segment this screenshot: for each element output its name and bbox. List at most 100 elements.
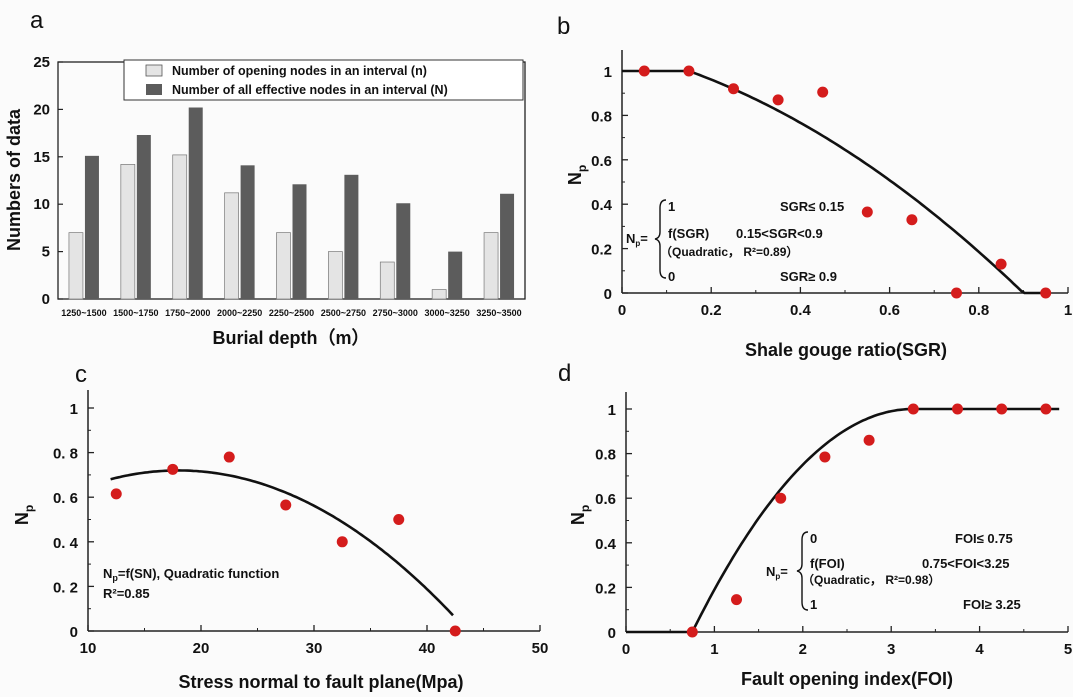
bar-opening-nodes	[120, 164, 136, 300]
panel-b-points	[638, 65, 1052, 299]
panel-d-eq-row-4-expr: 1	[810, 597, 817, 612]
panel-c-y-label: Np	[12, 505, 36, 525]
y-tick-label: 0.6	[591, 153, 612, 170]
bar-effective-nodes	[500, 193, 515, 299]
panel-b: b 0 0.2 0.4 0.6 0.8 1 0 0.2 0.4 0.6 0.8 1 Shale gou…	[557, 13, 1072, 360]
y-tick-label: 0.8	[591, 108, 612, 125]
y-tick-label: 5	[42, 244, 50, 261]
bar-effective-nodes	[188, 107, 203, 299]
panel-d-x-label: Fault opening index(FOI)	[741, 669, 953, 689]
data-point	[995, 258, 1007, 270]
panel-d-y-label: Np	[568, 505, 592, 525]
x-tick-label: 3000~3250	[425, 308, 470, 318]
x-tick-label: 3	[887, 641, 895, 658]
panel-d-y-label-main: Np	[568, 505, 592, 525]
data-point	[110, 488, 122, 500]
bar-effective-nodes	[136, 134, 151, 299]
x-tick-label: 3250~3500	[476, 308, 521, 318]
panel-b-eq-row-4-cond: SGR≥ 0.9	[780, 269, 837, 284]
panel-a-bars	[68, 107, 515, 300]
panel-d-letter: d	[558, 360, 571, 387]
legend-entry-opening: Number of opening nodes in an interval (…	[172, 64, 427, 78]
data-point	[772, 94, 784, 106]
y-tick-label: 0.2	[591, 242, 612, 259]
bar-effective-nodes	[84, 155, 99, 299]
bar-effective-nodes	[292, 184, 307, 299]
data-point	[775, 492, 787, 504]
data-point	[280, 499, 292, 511]
x-tick-label: 20	[193, 640, 210, 657]
bar-effective-nodes	[396, 203, 411, 299]
y-tick-label: 15	[33, 149, 50, 166]
bar-opening-nodes	[276, 232, 291, 300]
panel-d-eq-lhs: Np=	[766, 564, 788, 581]
data-point	[393, 514, 405, 525]
panel-b-eq-row-4-expr: 0	[668, 269, 675, 284]
panel-c-y-label-main: Np	[12, 505, 36, 525]
x-tick-label: 0	[618, 302, 626, 319]
panel-b-x-label: Shale gouge ratio(SGR)	[745, 340, 947, 360]
panel-c-eq-line-2: R²=0.85	[103, 586, 150, 601]
panel-d-points	[686, 403, 1052, 638]
y-tick-label: 25	[33, 54, 50, 71]
y-tick-label: 0.6	[595, 491, 616, 508]
panel-d-eq-row-1-expr: 0	[810, 531, 817, 546]
x-tick-label: 2750~3000	[373, 308, 418, 318]
panel-b-eq-row-3: （Quadratic， R²=0.89）	[660, 244, 798, 259]
x-tick-label: 0.2	[701, 302, 722, 319]
panel-d-ticks: 0 1 2 3 4 5 0 0.2 0.4 0.6 0.8 1	[595, 402, 1072, 658]
y-tick-label: 0. 8	[53, 446, 78, 463]
bar-opening-nodes	[224, 192, 239, 300]
bar-opening-nodes	[431, 289, 447, 300]
bar-effective-nodes	[448, 251, 463, 299]
y-tick-label: 0.2	[595, 580, 616, 597]
panel-a: a 0 5 10 15 20 25 1250~1500 1500~1750 1750~2000…	[4, 7, 526, 348]
panel-b-y-label-main: Np	[565, 165, 589, 185]
panel-b-eq-row-2-expr: f(SGR)	[668, 226, 709, 241]
data-point	[952, 403, 963, 415]
legend-swatch-effective	[146, 84, 162, 95]
y-tick-label: 0	[70, 624, 78, 641]
panel-b-ticks: 0 0.2 0.4 0.6 0.8 1 0 0.2 0.4 0.6 0.8 1	[591, 64, 1072, 319]
x-tick-label: 50	[532, 640, 549, 657]
data-point	[336, 536, 348, 548]
y-tick-label: 1	[70, 401, 78, 418]
y-tick-label: 0	[608, 625, 616, 642]
panel-a-y-label: Numbers of data	[4, 108, 24, 251]
data-point	[819, 451, 831, 463]
panel-c: c 10 20 30 40 50 0 0. 2 0. 4 0. 6 0. 8 1 Stress no…	[12, 361, 548, 692]
panel-b-eq-row-1-cond: SGR≤ 0.15	[780, 199, 844, 214]
panel-b-letter: b	[557, 13, 570, 40]
data-point	[951, 287, 962, 299]
x-tick-label: 2	[799, 641, 807, 658]
panel-c-eq-line-1: Np=f(SN), Quadratic function	[103, 566, 279, 583]
x-tick-label: 1500~1750	[113, 308, 158, 318]
x-tick-label: 2500~2750	[321, 308, 366, 318]
x-tick-label: 0	[622, 641, 630, 658]
data-point	[863, 434, 875, 446]
data-point	[638, 65, 650, 77]
data-point	[907, 403, 919, 415]
panel-a-y-ticks: 0 5 10 15 20 25	[33, 54, 63, 308]
data-point	[861, 206, 873, 218]
panel-b-equation: Np= 1 SGR≤ 0.15 f(SGR) 0.15<SGR<0.9 （Qua…	[626, 199, 844, 284]
data-point	[731, 594, 742, 606]
y-tick-label: 0.4	[591, 197, 613, 214]
bar-effective-nodes	[344, 174, 359, 299]
panel-b-y-label: Np	[565, 165, 589, 185]
panel-d-eq-row-1-cond: FOI≤ 0.75	[955, 531, 1013, 546]
panel-a-legend: Number of opening nodes in an interval (…	[123, 59, 524, 101]
bar-opening-nodes	[328, 251, 343, 300]
panel-d-eq-row-3: （Quadratic， R²=0.98）	[802, 572, 940, 587]
x-tick-label: 2000~2250	[217, 308, 262, 318]
legend-swatch-opening	[145, 64, 163, 77]
legend-entry-effective: Number of all effective nodes in an inte…	[172, 83, 448, 97]
panel-d-eq-row-4-cond: FOI≥ 3.25	[963, 597, 1021, 612]
data-point	[996, 403, 1008, 415]
bar-opening-nodes	[172, 154, 188, 300]
y-tick-label: 1	[608, 402, 616, 419]
panel-d-brace	[796, 531, 809, 611]
x-tick-label: 1250~1500	[61, 308, 106, 318]
